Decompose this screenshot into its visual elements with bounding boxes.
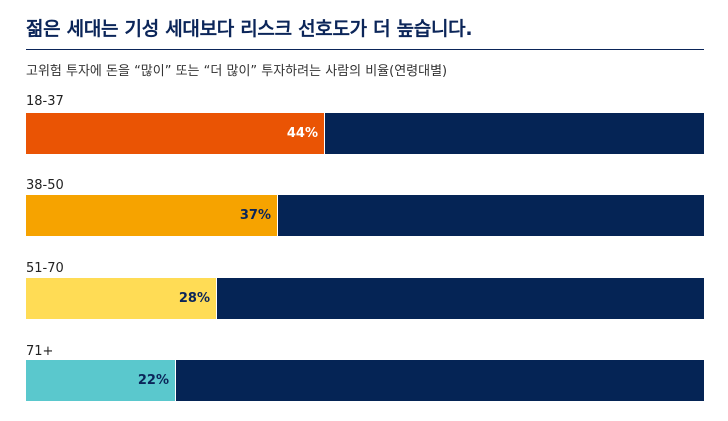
bar-segment-share	[26, 195, 277, 236]
category-label: 51-70	[26, 261, 64, 276]
bar-segment-share	[26, 278, 216, 319]
bar-segment-share	[26, 113, 324, 154]
bar-value-label: 44%	[286, 126, 318, 141]
bar-segment-remainder	[325, 113, 704, 154]
category-label: 71+	[26, 344, 54, 359]
bar-row: 44%	[26, 113, 704, 154]
bar-value-label: 22%	[137, 373, 169, 388]
bar-segment-remainder	[217, 278, 704, 319]
chart-title: 젊은 세대는 기성 세대보다 리스크 선호도가 더 높습니다.	[26, 18, 473, 40]
title-divider	[26, 49, 704, 50]
category-label: 18-37	[26, 94, 64, 109]
bar-segment-remainder	[278, 195, 704, 236]
chart-subtitle: 고위험 투자에 돈을 “많이” 또는 “더 많이” 투자하려는 사람의 비율(연…	[26, 64, 448, 79]
category-label: 38-50	[26, 178, 64, 193]
bar-segment-share	[26, 360, 175, 401]
bar-row: 28%	[26, 278, 704, 319]
bar-value-label: 37%	[239, 208, 271, 223]
bar-segment-remainder	[176, 360, 704, 401]
bar-row: 37%	[26, 195, 704, 236]
bar-row: 22%	[26, 360, 704, 401]
bar-value-label: 28%	[178, 291, 210, 306]
